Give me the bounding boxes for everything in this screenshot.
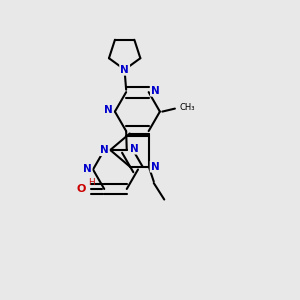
Text: N: N [120, 64, 129, 75]
Text: N: N [130, 143, 139, 154]
Text: N: N [83, 164, 92, 175]
Text: H: H [88, 178, 95, 187]
Text: O: O [77, 184, 86, 194]
Text: CH₃: CH₃ [179, 103, 195, 112]
Text: N: N [151, 85, 160, 96]
Text: N: N [104, 105, 112, 115]
Text: N: N [151, 161, 160, 172]
Text: N: N [100, 145, 109, 155]
